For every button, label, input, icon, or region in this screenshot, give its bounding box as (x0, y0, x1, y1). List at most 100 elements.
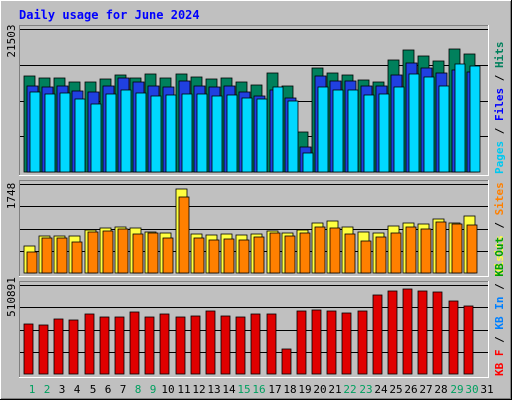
bar: Pages 29: 16200 (454, 63, 466, 173)
bar: KB F 19: 360000 (296, 310, 307, 375)
x-tick-label: 15 (237, 383, 250, 396)
bar: Sites 5: 810 (87, 231, 99, 274)
bar: Sites 26: 910 (405, 226, 417, 274)
bar: KB F 21: 360000 (326, 310, 337, 375)
bar: KB F 8: 355000 (129, 311, 140, 375)
x-tick-label: 2 (44, 383, 51, 396)
legend-entry: Visits (493, 235, 506, 275)
bar: Sites 28: 1000 (435, 221, 447, 274)
bar: Pages 4: 11000 (74, 98, 86, 173)
bar: Pages 3: 11900 (59, 92, 71, 173)
bar: Pages 22: 12300 (347, 89, 359, 173)
legend-entry: / (493, 277, 506, 297)
bar: Sites 9: 780 (147, 232, 159, 274)
bar: Sites 2: 680 (41, 237, 53, 274)
bar: KB F 11: 325000 (175, 316, 186, 375)
bar: Pages 18: 10700 (287, 100, 299, 173)
bar: Sites 21: 880 (329, 227, 341, 274)
legend-entry: Files (493, 88, 506, 121)
x-tick-label: 21 (328, 383, 341, 396)
x-tick-label: 12 (192, 383, 205, 396)
bar: Sites 27: 870 (420, 228, 432, 274)
bar: KB F 3: 315000 (53, 318, 64, 375)
bar: Sites 16: 700 (253, 236, 265, 274)
x-tick-label: 18 (283, 383, 296, 396)
bar: Sites 17: 780 (269, 232, 281, 274)
x-tick-label: 6 (105, 383, 112, 396)
bar: Pages 20: 12800 (317, 86, 329, 173)
bar: Pages 30: 15900 (469, 65, 481, 173)
x-tick-label: 27 (419, 383, 432, 396)
bar: Sites 23: 630 (360, 240, 372, 274)
x-tick-label: 30 (465, 383, 478, 396)
bar: KB F 28: 470000 (432, 291, 443, 375)
legend-entry: Sites (493, 182, 506, 215)
bar: Sites 22: 770 (344, 233, 356, 274)
bar: Pages 12: 11800 (196, 93, 208, 173)
panel-kbytes: 510891 KB F / KB In / KB Out KB F 1: 28500… (5, 237, 506, 378)
max-label-visits: 1748 (5, 183, 18, 210)
bar: Pages 16: 11000 (256, 98, 268, 173)
legend-text: Visits / Sites (493, 182, 506, 275)
x-tick-label: 28 (434, 383, 447, 396)
bar: KB F 15: 330000 (235, 316, 246, 375)
bar: KB F 1: 285000 (23, 323, 34, 375)
x-tick-label: 4 (74, 383, 81, 396)
bar: Pages 8: 11900 (135, 92, 147, 173)
x-tick-label: 25 (389, 383, 402, 396)
bar: Sites 25: 790 (390, 232, 402, 274)
bar: KB F 25: 475000 (387, 290, 398, 375)
bar: KB F 4: 310000 (68, 319, 79, 375)
bar: KB F 20: 365000 (311, 309, 322, 375)
max-label-kbytes: 510891 (5, 277, 18, 317)
x-tick-label: 5 (90, 383, 97, 396)
bar: KB F 9: 330000 (144, 316, 155, 375)
legend-entry: KB In (493, 297, 506, 330)
bar: Sites 8: 760 (132, 233, 144, 274)
bar: Pages 14: 11600 (226, 94, 238, 173)
bar: Sites 3: 680 (56, 237, 68, 274)
max-label-hits: 21503 (5, 24, 18, 57)
legend-text: KB F / KB In / KB Out (493, 237, 506, 376)
bar: Pages 9: 11500 (150, 95, 162, 173)
bar: Sites 11: 1490 (178, 196, 190, 274)
x-tick-label: 22 (343, 383, 356, 396)
legend-entry: KB Out (493, 237, 506, 277)
bar: Pages 13: 11500 (211, 95, 223, 173)
legend-kbytes: KB F / KB In / KB Out (493, 237, 506, 376)
bar: Pages 11: 11800 (181, 93, 193, 173)
bar: Pages 17: 12800 (272, 86, 284, 173)
bar: Sites 4: 600 (71, 241, 83, 274)
x-tick-label: 19 (298, 383, 311, 396)
bar: Sites 7: 860 (117, 228, 129, 274)
bar: KB F 14: 335000 (220, 315, 231, 375)
legend-entry: Hits (493, 42, 506, 69)
bar: KB F 12: 335000 (190, 315, 201, 375)
bar: Sites 29: 960 (451, 223, 463, 274)
legend-entry: / (493, 330, 506, 350)
bar: KB F 24: 455000 (372, 294, 383, 375)
bar: KB F 7: 325000 (114, 316, 125, 375)
bar: Pages 24: 11800 (378, 93, 390, 173)
bar: KB F 10: 345000 (159, 313, 170, 375)
legend-entry: / (493, 68, 506, 88)
bar: Sites 24: 700 (375, 236, 387, 274)
bar: Sites 30: 940 (466, 224, 478, 274)
x-tick-label: 1 (29, 383, 36, 396)
chart-title: Daily usage for June 2024 (19, 8, 200, 22)
x-tick-label: 3 (59, 383, 66, 396)
bar: Sites 12: 680 (193, 237, 205, 274)
bar: Sites 18: 720 (284, 235, 296, 274)
bar: Pages 6: 11800 (105, 93, 117, 173)
bar: KB F 13: 360000 (205, 310, 216, 375)
x-tick-label: 20 (313, 383, 326, 396)
x-tick-label: 7 (120, 383, 127, 396)
bar: Sites 6: 830 (102, 230, 114, 274)
x-tick-label: 24 (374, 383, 388, 396)
x-tick-label: 31 (480, 383, 493, 396)
series-kb-f: KB F 1: 285000 KB F 2: 280000 KB F 3: 3150… (23, 288, 474, 375)
bar: Sites 14: 660 (223, 238, 235, 274)
